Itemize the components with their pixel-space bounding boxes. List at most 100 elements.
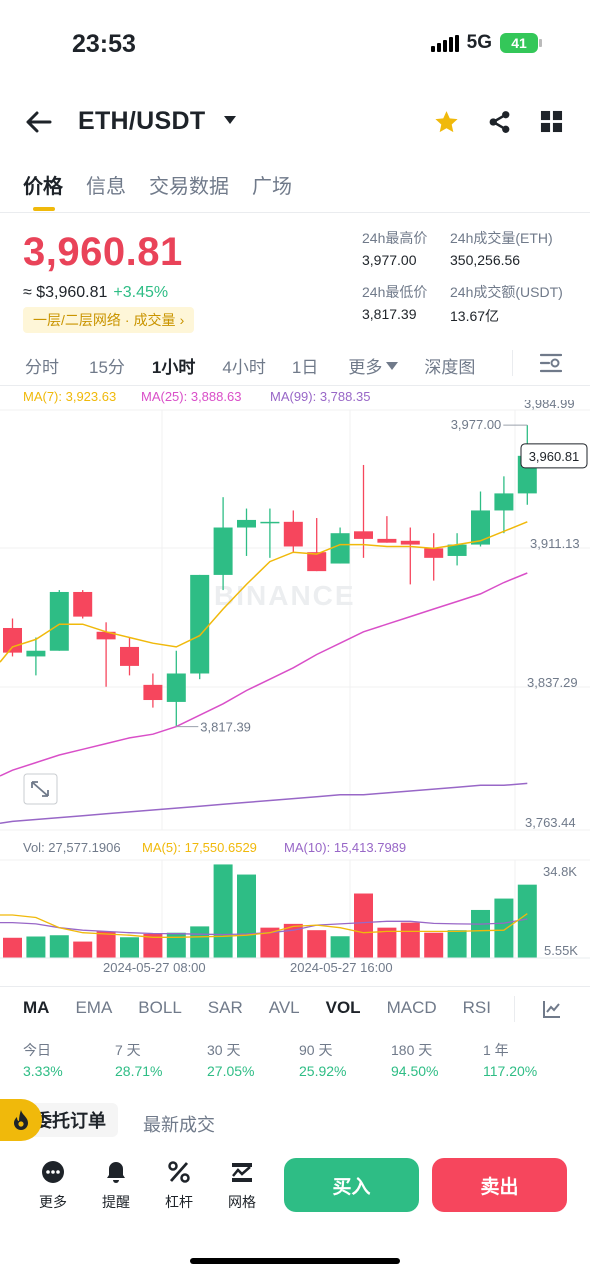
- perf-label: 7 天: [115, 1042, 141, 1058]
- volume-bar: [377, 927, 397, 958]
- indicator-boll[interactable]: BOLL: [138, 998, 182, 1017]
- nav-grid-label: 网格: [228, 1194, 256, 1210]
- back-arrow-icon[interactable]: [24, 110, 52, 134]
- star-icon[interactable]: [433, 109, 460, 135]
- tab-latest-trades[interactable]: 最新成交: [143, 1115, 215, 1135]
- volume-tick: 5.55K: [544, 943, 578, 958]
- indicator-ma[interactable]: MA: [23, 998, 50, 1017]
- candle-up: [447, 544, 467, 556]
- indicator-ema[interactable]: EMA: [75, 998, 113, 1017]
- buy-button[interactable]: 买入: [284, 1158, 419, 1212]
- indicator-settings-icon[interactable]: [542, 999, 562, 1019]
- indicator-sar[interactable]: SAR: [207, 998, 243, 1017]
- chevron-right-icon: ›: [179, 312, 185, 328]
- candle-up: [213, 527, 233, 575]
- candle-down: [354, 531, 373, 539]
- current-price-label: 3,960.81: [520, 443, 588, 469]
- volume-bars: [3, 864, 537, 958]
- nav-margin-label: 杠杆: [165, 1194, 193, 1210]
- divider: [0, 385, 590, 386]
- volume-grid: [0, 859, 590, 958]
- badge-separator: ·: [124, 312, 130, 328]
- more-icon: [42, 1161, 64, 1183]
- interval-more[interactable]: 更多: [348, 358, 383, 377]
- perf-value: 28.71%: [115, 1063, 163, 1079]
- open-orders-label: 委托订单: [34, 1111, 106, 1131]
- candle-down: [283, 521, 303, 547]
- volume-bar: [260, 927, 280, 958]
- tab-info[interactable]: 信息: [86, 176, 126, 198]
- perf-value: 3.33%: [23, 1063, 63, 1079]
- vol-ma5-legend: MA(5): 17,550.6529: [142, 840, 257, 855]
- depth-chart-tab[interactable]: 深度图: [424, 358, 476, 377]
- fire-icon[interactable]: [0, 1099, 42, 1141]
- candle-down: [73, 591, 93, 617]
- divider: [514, 996, 515, 1022]
- nav-margin[interactable]: 杠杆: [154, 1160, 204, 1212]
- divider: [0, 212, 590, 213]
- pair-title[interactable]: ETH/USDT: [78, 107, 206, 135]
- time-tick: 2024-05-27 16:00: [290, 960, 393, 975]
- stat-high-label: 24h最高价: [362, 230, 428, 246]
- volume-bar: [143, 933, 163, 958]
- current-price-value: 3,960.81: [529, 449, 580, 464]
- nav-grid[interactable]: 网格: [217, 1160, 267, 1212]
- volume-bar: [424, 932, 444, 958]
- perf-value: 25.92%: [299, 1063, 347, 1079]
- nav-alert[interactable]: 提醒: [91, 1160, 141, 1212]
- indicator-tabs: MA EMA BOLL SAR AVL VOL MACD RSI: [23, 998, 517, 1018]
- tab-trading-data[interactable]: 交易数据: [149, 176, 229, 198]
- chevron-down-icon[interactable]: [224, 116, 236, 124]
- volume-bar: [73, 941, 93, 958]
- time-tick: 2024-05-27 08:00: [103, 960, 206, 975]
- indicator-rsi[interactable]: RSI: [462, 998, 491, 1017]
- volume-bar: [96, 931, 116, 958]
- candle-up: [330, 533, 350, 564]
- low-marker-label: 3,817.39: [200, 720, 251, 735]
- interval-tabs: 分时 15分 1小时 4小时 1日 更多 深度图: [25, 353, 475, 378]
- ma99-line: [0, 782, 528, 825]
- perf-value: 94.50%: [391, 1063, 439, 1079]
- last-price: 3,960.81: [23, 230, 183, 274]
- price-axis: 3,984.99 3,911.13 3,837.29 3,763.44: [524, 400, 580, 830]
- divider: [0, 986, 590, 987]
- signal-icon: [430, 34, 459, 52]
- candlestick-chart[interactable]: BINANCE 3,977.00 3,817.39 3,984.99 3,911…: [0, 400, 590, 840]
- volume-bar: [354, 893, 373, 958]
- candle-down: [3, 627, 22, 653]
- status-time: 23:53: [72, 30, 136, 58]
- stat-high-value: 3,977.00: [362, 252, 417, 268]
- tab-square[interactable]: 广场: [252, 176, 292, 198]
- indicator-avl[interactable]: AVL: [268, 998, 300, 1017]
- chart-settings-icon[interactable]: [540, 353, 562, 373]
- share-icon[interactable]: [487, 109, 512, 135]
- candle-up: [190, 574, 210, 674]
- volume-bar: [307, 930, 327, 958]
- price-usd: ≈ $3,960.81 +3.45%: [23, 284, 168, 302]
- vol-ma5-line: [0, 913, 528, 938]
- interval-1h[interactable]: 1小时: [151, 358, 196, 377]
- interval-1d[interactable]: 1日: [291, 358, 319, 377]
- home-indicator[interactable]: [190, 1258, 400, 1264]
- stat-low-label: 24h最低价: [362, 284, 428, 300]
- caret-down-icon[interactable]: [386, 361, 399, 371]
- grid-menu-icon[interactable]: [540, 110, 563, 133]
- interval-15m[interactable]: 15分: [89, 358, 125, 377]
- indicator-macd[interactable]: MACD: [386, 998, 437, 1017]
- volume-chart[interactable]: 34.8K 5.55K 2024-05-27 08:00 2024-05-27 …: [0, 858, 590, 978]
- volume-bar: [190, 926, 210, 958]
- indicator-vol[interactable]: VOL: [325, 998, 361, 1017]
- volume-bar: [517, 884, 537, 958]
- sell-button[interactable]: 卖出: [432, 1158, 567, 1212]
- badge-networks: 一层/二层网络: [33, 312, 121, 328]
- stat-vol-eth-label: 24h成交量(ETH): [450, 230, 553, 246]
- expand-icon[interactable]: [23, 773, 58, 805]
- nav-alert-label: 提醒: [102, 1194, 130, 1210]
- tab-price[interactable]: 价格: [23, 176, 63, 198]
- category-badge[interactable]: 一层/二层网络 · 成交量 ›: [23, 307, 195, 333]
- perf-value: 27.05%: [207, 1063, 255, 1079]
- nav-more[interactable]: 更多: [28, 1160, 78, 1212]
- interval-line[interactable]: 分时: [25, 358, 59, 377]
- interval-4h[interactable]: 4小时: [222, 358, 266, 377]
- divider: [512, 350, 513, 376]
